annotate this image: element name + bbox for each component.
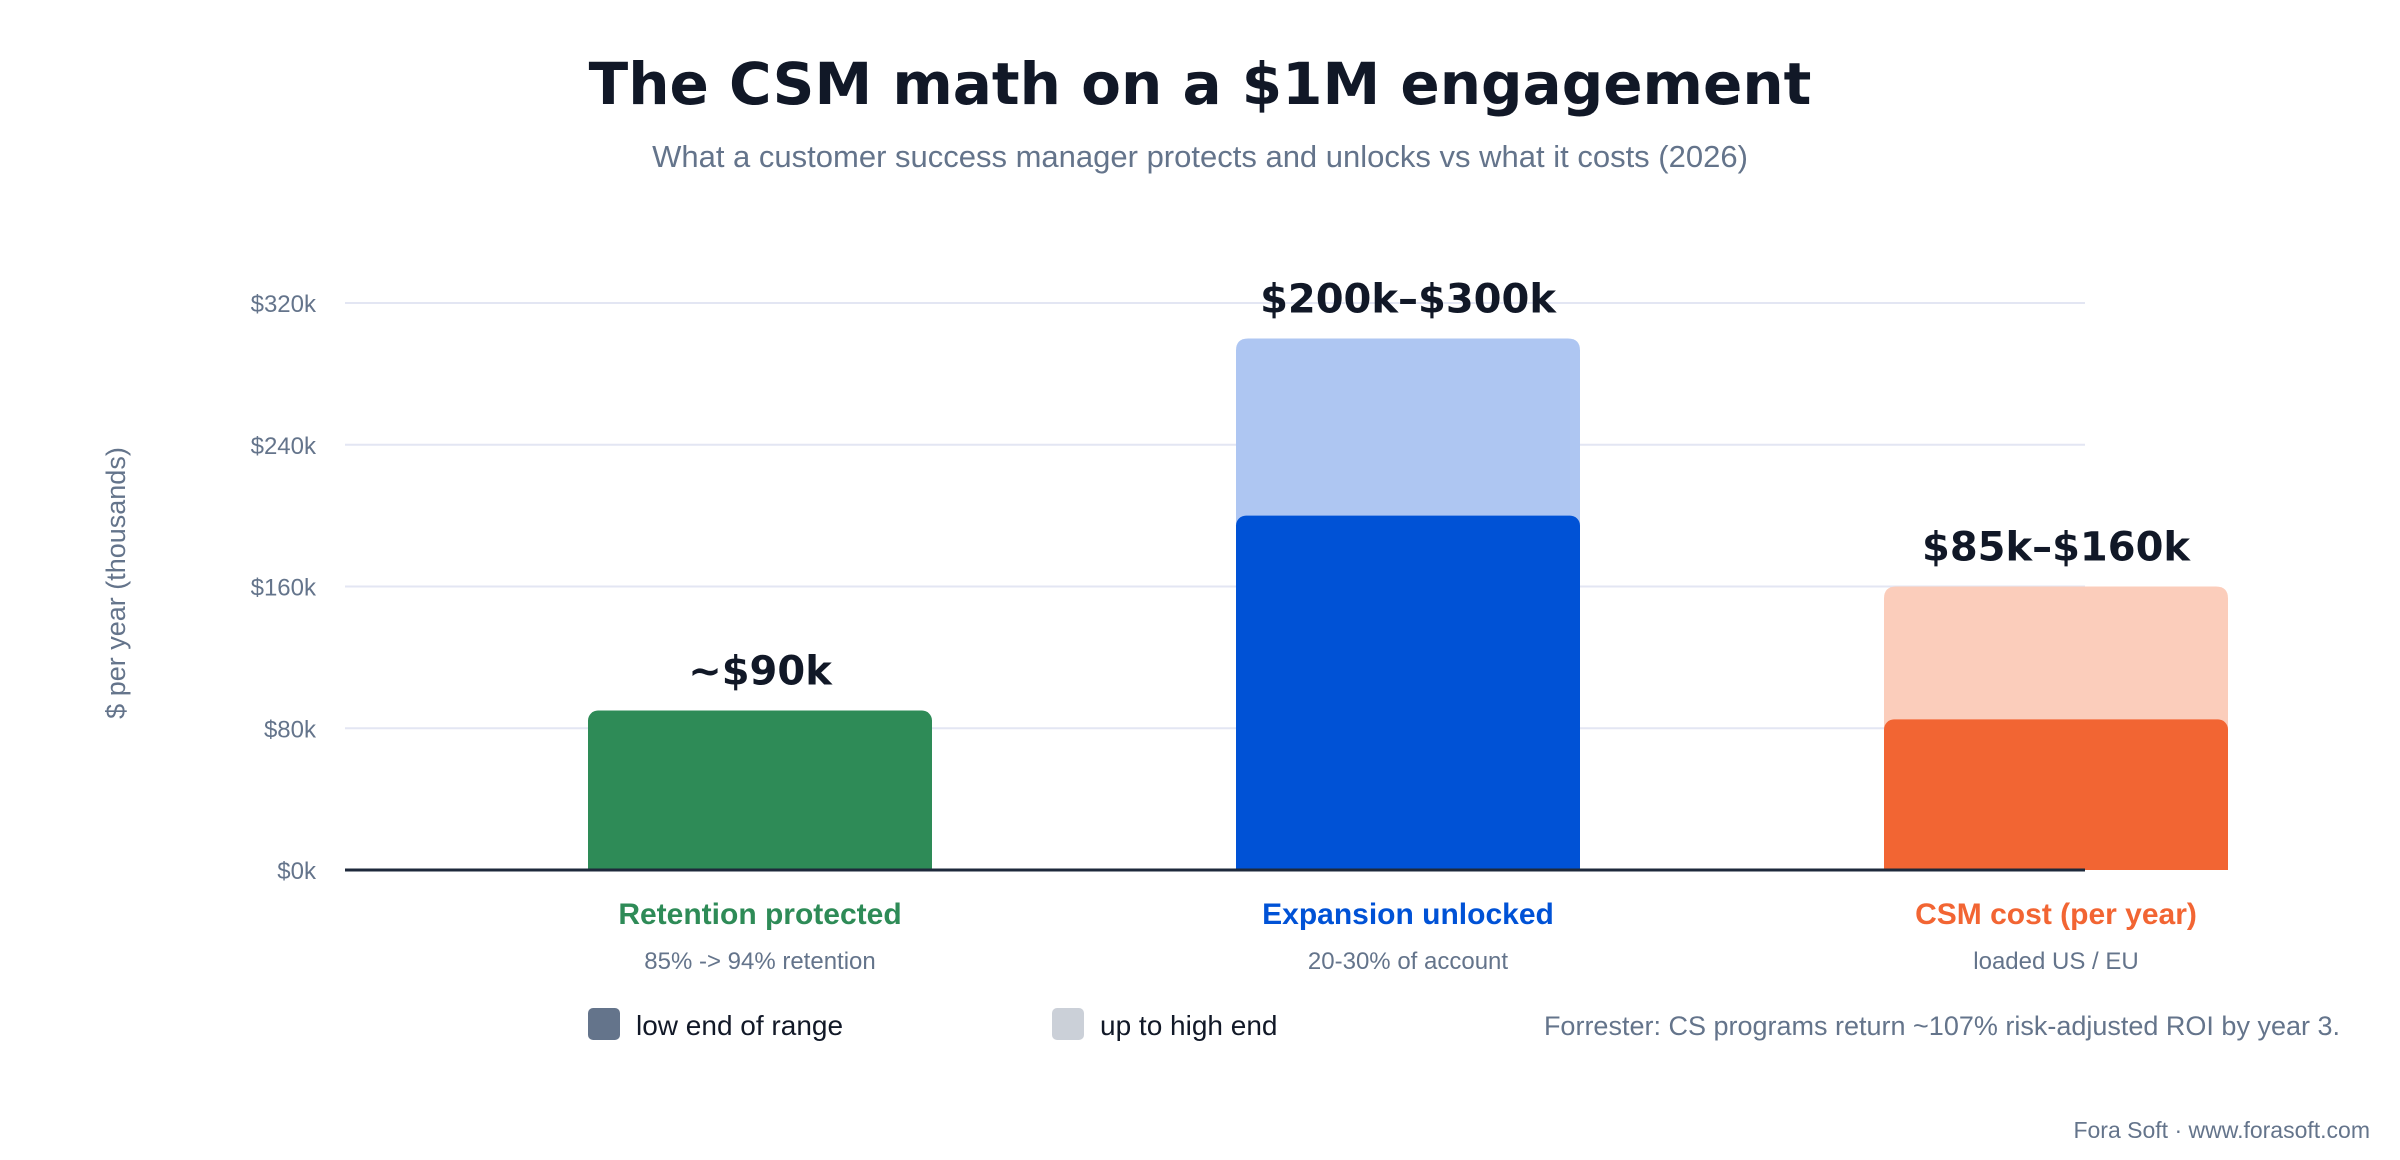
bar-low-expansion-unlocked: [1236, 515, 1580, 870]
footer-credit: Fora Soft · www.forasoft.com: [2073, 1117, 2370, 1143]
bar-base-csm-cost-per-year: [1884, 856, 2228, 870]
y-tick-label: $240k: [251, 433, 317, 460]
y-tick-label: $320k: [251, 291, 317, 318]
y-tick-label: $80k: [264, 716, 317, 743]
value-label-retention-protected: ~$90k: [688, 649, 833, 695]
legend-swatch-low: [588, 1008, 620, 1040]
legend-swatch-high: [1052, 1008, 1084, 1040]
category-label-expansion-unlocked: Expansion unlocked: [1262, 898, 1554, 931]
legend-label-low: low end of range: [636, 1010, 843, 1041]
bar-base-expansion-unlocked: [1236, 856, 1580, 870]
bar-labels: ~$90k Retention protected 85% -> 94% reten…: [618, 276, 2197, 975]
roi-annotation: Forrester: CS programs return ~107% risk…: [1544, 1011, 2340, 1041]
chart-title: The CSM math on a $1M engagement: [589, 50, 1812, 118]
bar-low-retention-protected: [588, 710, 932, 870]
legend-label-high: up to high end: [1100, 1010, 1278, 1041]
y-tick-label: $160k: [251, 575, 317, 602]
y-tick-labels: $0k $80k $160k $240k $320k: [251, 291, 317, 885]
y-axis-label: $ per year (thousands): [101, 447, 131, 719]
bar-base-retention-protected: [588, 856, 932, 870]
legend: low end of range up to high end: [588, 1008, 1278, 1041]
gridlines: [345, 302, 2085, 730]
bars: [588, 338, 2228, 870]
value-label-csm-cost-per-year: $85k–$160k: [1922, 525, 2191, 571]
bar-low-csm-cost-per-year: [1884, 719, 2228, 870]
category-sublabel-retention-protected: 85% -> 94% retention: [644, 948, 875, 975]
category-label-retention-protected: Retention protected: [618, 898, 901, 931]
value-label-expansion-unlocked: $200k–$300k: [1260, 276, 1557, 322]
y-tick-label: $0k: [277, 858, 317, 885]
category-sublabel-expansion-unlocked: 20-30% of account: [1308, 948, 1508, 975]
chart-subtitle: What a customer success manager protects…: [652, 139, 1748, 174]
category-sublabel-csm-cost-per-year: loaded US / EU: [1973, 948, 2138, 975]
category-label-csm-cost-per-year: CSM cost (per year): [1915, 898, 2197, 931]
